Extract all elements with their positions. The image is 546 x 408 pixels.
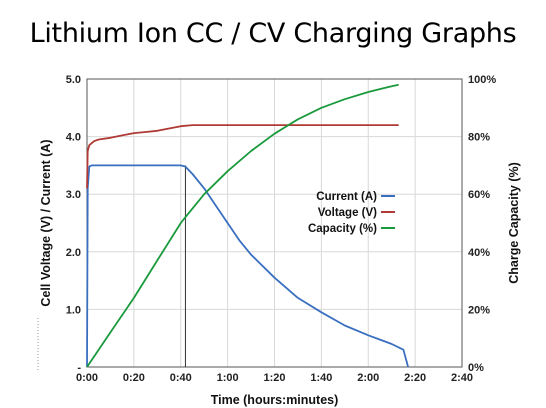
x-axis-title: Time (hours:minutes) xyxy=(211,393,339,407)
y-left-tick-label: 2.0 xyxy=(66,247,81,259)
x-tick-label: 0:00 xyxy=(76,372,98,384)
y-right-tick-label: 0% xyxy=(468,362,484,374)
y-left-tick-label: - xyxy=(77,362,81,374)
y-left-tick-label: 4.0 xyxy=(66,132,81,144)
chart-grid xyxy=(86,78,463,368)
x-tick-label: 2:20 xyxy=(404,372,426,384)
y-right-tick-label: 100% xyxy=(468,74,496,86)
series-lines xyxy=(86,83,409,368)
legend-entry-label: Current (A) xyxy=(316,191,377,203)
legend: Current (A) Voltage (V) Capacity (%) xyxy=(308,191,395,235)
y-right-tick-label: 60% xyxy=(468,189,490,201)
y-right-tick-label: 80% xyxy=(468,132,490,144)
y-axis-right-title: Charge Capacity (%) xyxy=(507,162,521,284)
legend-entry-label: Capacity (%) xyxy=(308,223,377,235)
tick-labels: 0:00 0:20 0:40 1:00 1:20 1:40 2:00 2:20 2:40 - 1.0… xyxy=(66,74,497,384)
y-left-tick-label: 1.0 xyxy=(66,304,81,316)
slide-title: Lithium Ion CC / CV Charging Graphs xyxy=(29,18,517,49)
x-tick-label: 0:20 xyxy=(123,372,145,384)
series-line-0 xyxy=(86,164,409,368)
series-line-1 xyxy=(86,124,399,189)
series-line-2 xyxy=(86,83,399,368)
x-tick-label: 1:40 xyxy=(310,372,332,384)
x-tick-label: 1:00 xyxy=(217,372,239,384)
x-tick-label: 2:00 xyxy=(357,372,379,384)
x-tick-label: 1:20 xyxy=(263,372,285,384)
y-left-tick-label: 3.0 xyxy=(66,189,81,201)
legend-entry-label: Voltage (V) xyxy=(318,207,377,219)
y-right-tick-label: 40% xyxy=(468,247,490,259)
y-axis-left-title: Cell Voltage (V) / Current (A) xyxy=(39,139,53,306)
x-tick-label: 2:40 xyxy=(451,372,473,384)
x-tick-label: 0:40 xyxy=(170,372,192,384)
y-right-tick-label: 20% xyxy=(468,304,490,316)
y-left-tick-label: 5.0 xyxy=(66,74,81,86)
